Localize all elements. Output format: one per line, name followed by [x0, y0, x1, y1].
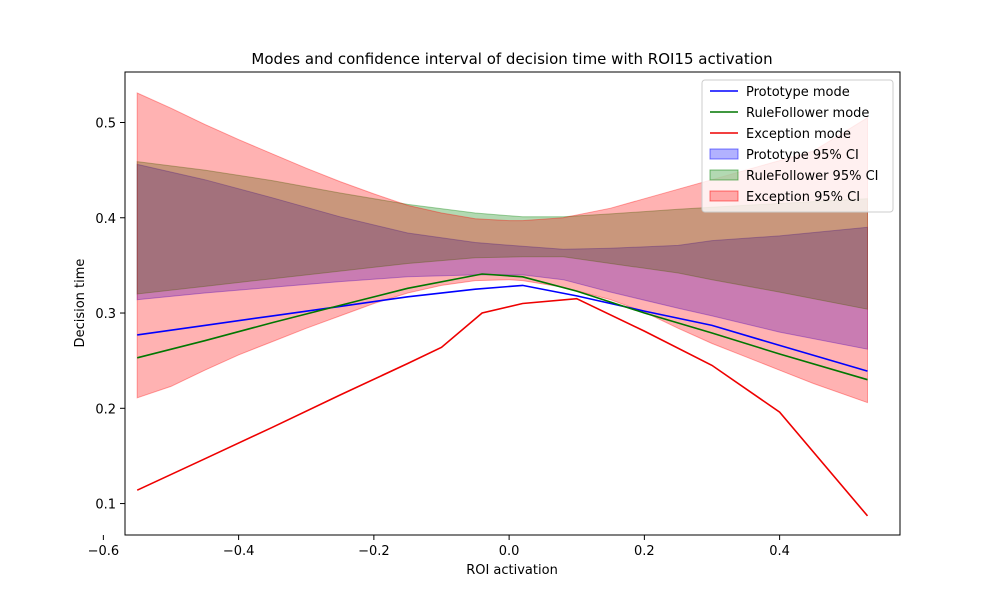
legend-swatch-prototype-95-ci	[709, 148, 739, 160]
x-tick-label: 0.0	[499, 544, 520, 559]
y-tick-label: 0.1	[95, 498, 116, 513]
legend-swatch-exception-95-ci	[709, 190, 739, 202]
x-axis-title: ROI activation	[466, 563, 558, 578]
legend-swatch-rulefollower-95-ci	[709, 169, 739, 181]
y-tick-label: 0.2	[95, 402, 116, 417]
mode-lines	[136, 273, 869, 517]
legend-label-exception-95-ci: Exception 95% CI	[746, 190, 860, 205]
x-tick-label: −0.2	[358, 544, 390, 559]
legend-box	[701, 79, 894, 213]
prototype-95-ci-band	[136, 163, 868, 350]
x-axis-ticks: −0.6 −0.4 −0.2 0.0 0.2 0.4	[88, 535, 790, 559]
y-tick-label: 0.4	[95, 212, 116, 227]
x-tick-label: −0.4	[223, 544, 255, 559]
y-axis-ticks: 0.1 0.2 0.3 0.4 0.5	[95, 116, 125, 513]
x-tick-label: 0.2	[634, 544, 655, 559]
plot-frame	[124, 71, 901, 536]
y-tick-label: 0.3	[95, 307, 116, 322]
x-tick-label: 0.4	[769, 544, 790, 559]
y-axis-title: Decision time	[73, 259, 88, 348]
x-tick-label: −0.6	[88, 544, 120, 559]
legend-label-rulefollower-mode: RuleFollower mode	[746, 106, 869, 121]
rulefollower-mode-line	[137, 273, 868, 381]
exception-mode-line	[136, 297, 869, 517]
prototype-mode-line	[137, 284, 868, 372]
legend: Prototype mode RuleFollower mode Exception…	[701, 79, 894, 213]
legend-label-prototype-95-ci: Prototype 95% CI	[746, 148, 859, 163]
legend-label-exception-mode: Exception mode	[746, 127, 851, 142]
rulefollower-95-ci-band	[136, 161, 868, 310]
y-tick-label: 0.5	[95, 116, 116, 131]
chart-title: Modes and confidence interval of decisio…	[251, 50, 772, 68]
legend-label-prototype-mode: Prototype mode	[746, 85, 850, 100]
legend-label-rulefollower-95-ci: RuleFollower 95% CI	[746, 169, 879, 184]
